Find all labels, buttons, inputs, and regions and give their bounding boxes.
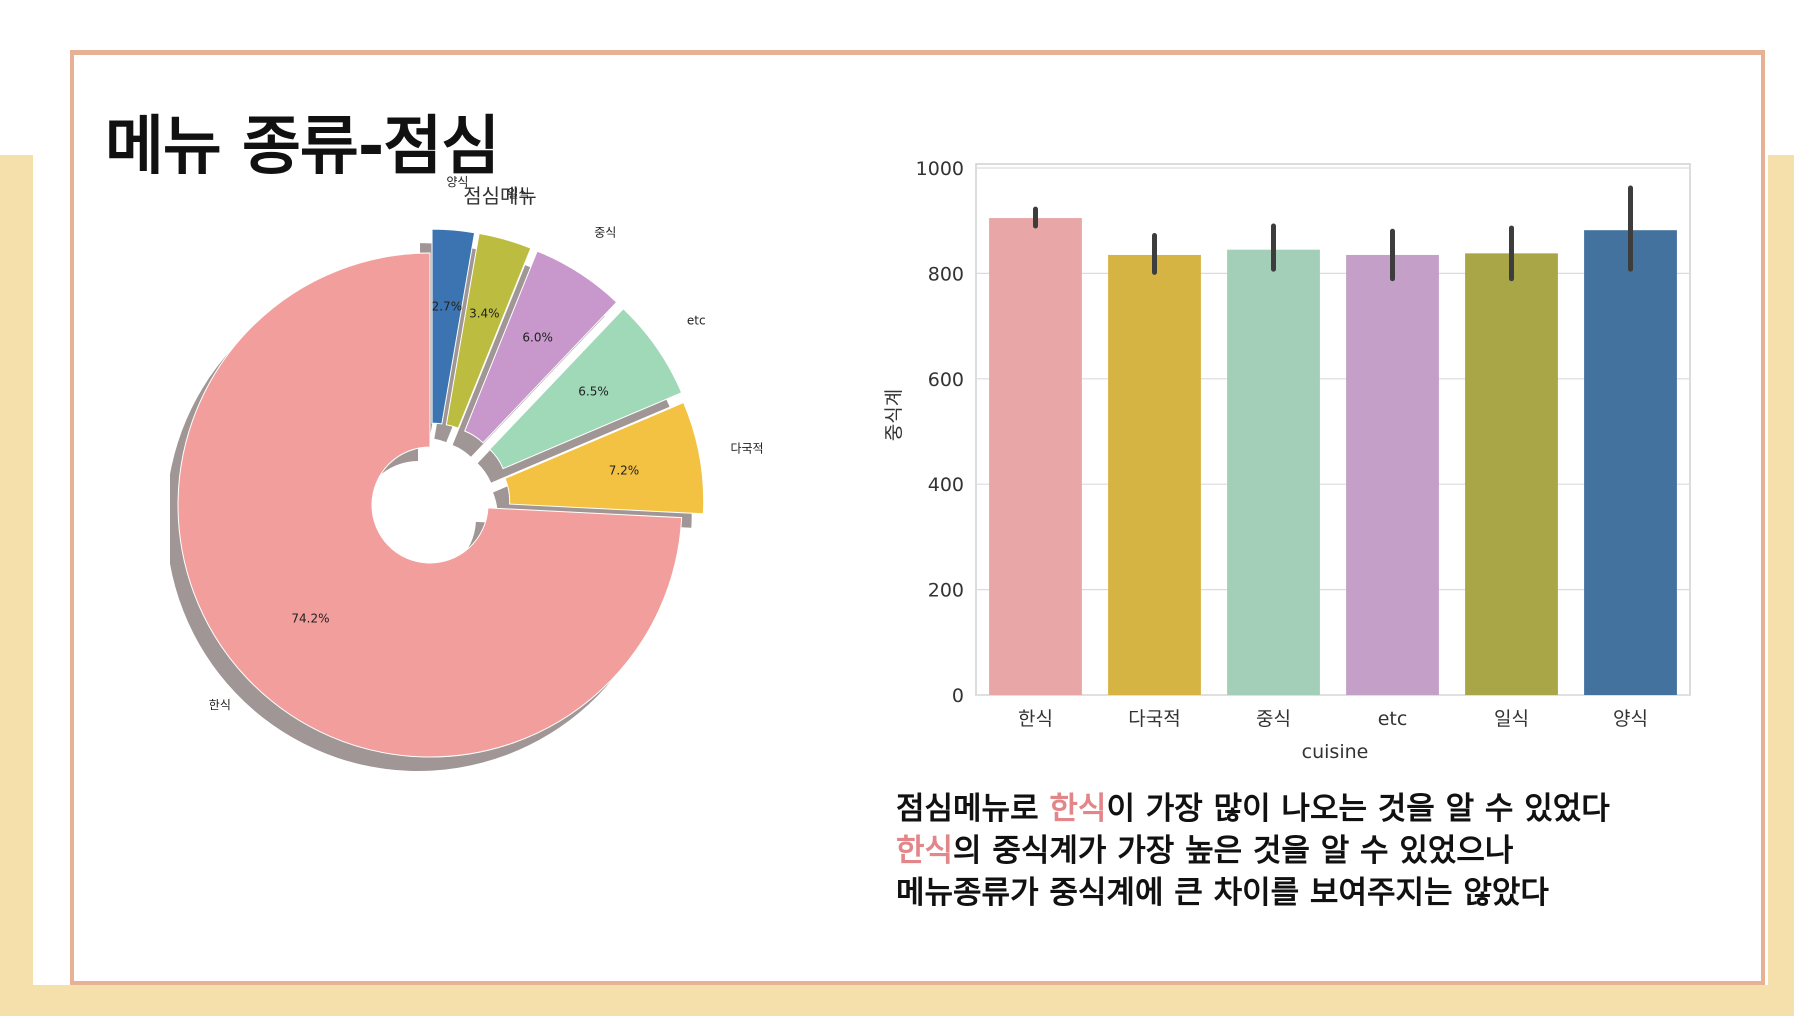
x-tick-label: etc (1378, 708, 1408, 730)
summary-line-3: 메뉴종류가 중식계에 큰 차이를 보여주지는 않았다 (896, 875, 1549, 911)
pie-category-label: 양식 (446, 175, 468, 189)
bar (1227, 249, 1320, 695)
bar (1465, 253, 1558, 695)
y-tick-label: 1000 (916, 158, 964, 180)
slide-frame (70, 50, 1765, 985)
pie-value-label: 2.7% (432, 300, 463, 314)
pie-category-label: etc (687, 313, 706, 327)
pie-chart: 점심메뉴 74.2% 한식 7.2% 다국적 6.5% etc 6.0% 중식 3.4% 일식 2.… (170, 175, 764, 771)
bar (1346, 254, 1439, 695)
pie-category-label: 일식 (507, 186, 529, 200)
summary-text: 점심메뉴로 한식이 가장 많이 나오는 것을 알 수 있었다 한식의 중식계가 … (896, 788, 1716, 914)
summary-line-2: 한식의 중식계가 가장 높은 것을 알 수 있었으나 (896, 833, 1514, 869)
plot-frame (975, 163, 1691, 696)
bar (1108, 254, 1201, 695)
pie-slice (488, 308, 683, 470)
pie-slice (504, 401, 705, 515)
highlight-hansik: 한식 (1049, 791, 1107, 827)
pie-value-label: 6.0% (522, 331, 553, 345)
pie-slice (445, 232, 532, 429)
pie-value-label: 3.4% (469, 307, 500, 321)
bar (989, 218, 1082, 695)
summary-line-1: 점심메뉴로 한식이 가장 많이 나오는 것을 알 수 있었다 (896, 791, 1610, 827)
highlight-hansik: 한식 (896, 833, 954, 869)
x-tick-label: 다국적 (1128, 708, 1180, 730)
bar-chart-ylabel: 중식계 (883, 389, 905, 441)
x-tick-label: 양식 (1613, 708, 1648, 730)
pie-chart-title: 점심메뉴 (463, 184, 537, 208)
y-tick-label: 0 (952, 685, 964, 707)
pie-slice (431, 228, 476, 425)
x-tick-label: 중식 (1256, 708, 1291, 730)
y-tick-label: 200 (928, 580, 964, 602)
y-tick-label: 400 (928, 474, 964, 496)
x-tick-label: 일식 (1494, 708, 1529, 730)
pie-slice (177, 252, 683, 758)
pie-value-label: 74.2% (291, 612, 329, 626)
pie-category-label: 다국적 (730, 442, 763, 456)
x-tick-label: 한식 (1018, 708, 1053, 730)
pie-category-label: 중식 (594, 226, 616, 240)
bar (1584, 230, 1677, 695)
y-tick-label: 800 (928, 263, 964, 285)
y-tick-label: 600 (928, 369, 964, 391)
pie-category-label: 한식 (209, 698, 231, 712)
bar-chart-xlabel: cuisine (1302, 741, 1369, 763)
pie-slice (464, 250, 618, 444)
pie-value-label: 6.5% (578, 385, 609, 399)
page-title: 메뉴 종류-점심 (105, 110, 500, 184)
pie-value-label: 7.2% (609, 464, 640, 478)
